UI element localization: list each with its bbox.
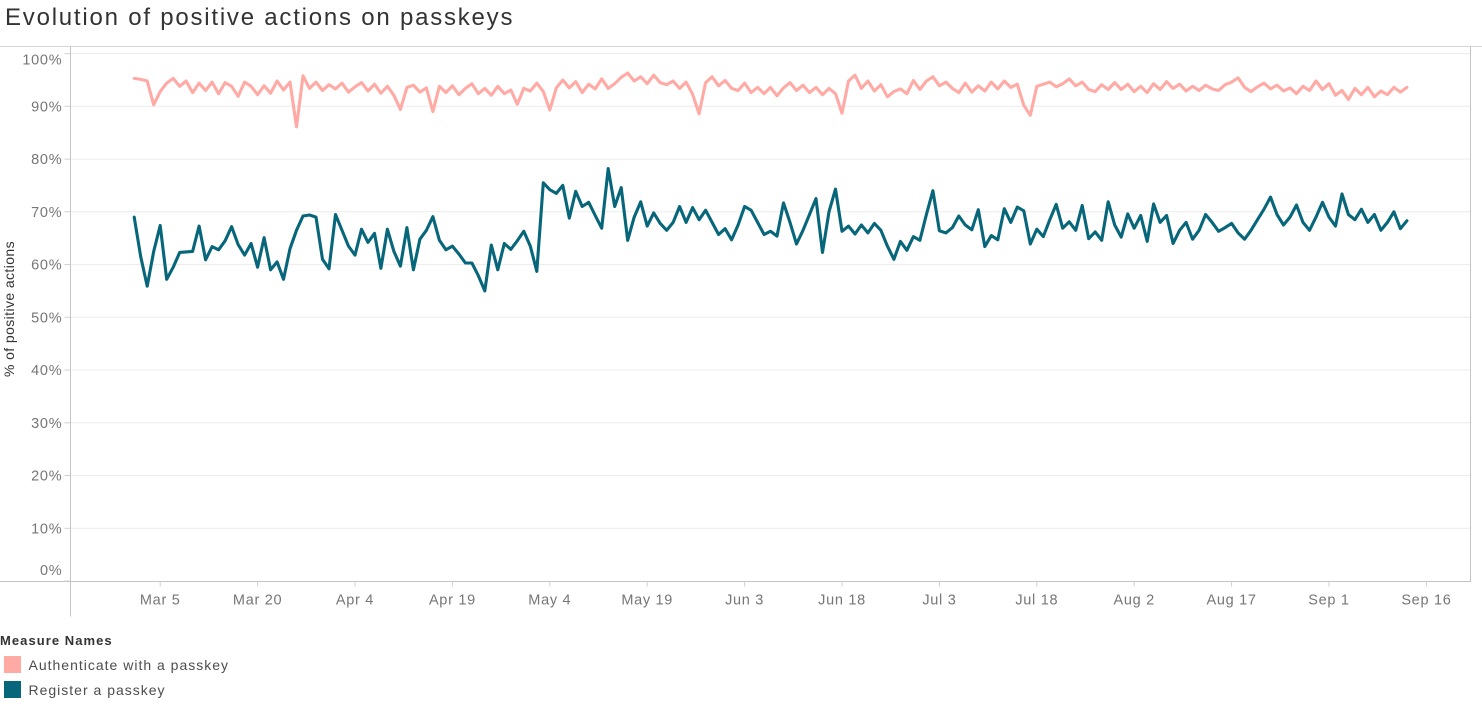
svg-text:May 4: May 4 bbox=[528, 593, 571, 609]
svg-text:Jun 18: Jun 18 bbox=[818, 593, 866, 609]
svg-text:Jun 3: Jun 3 bbox=[725, 593, 764, 609]
svg-text:Apr 19: Apr 19 bbox=[429, 593, 476, 609]
svg-text:% of positive actions: % of positive actions bbox=[1, 241, 17, 377]
svg-text:50%: 50% bbox=[31, 310, 62, 326]
svg-text:Jul 3: Jul 3 bbox=[922, 593, 956, 609]
svg-text:May 19: May 19 bbox=[621, 593, 673, 609]
svg-text:Aug 2: Aug 2 bbox=[1113, 593, 1154, 609]
svg-text:60%: 60% bbox=[31, 258, 62, 274]
svg-text:100%: 100% bbox=[22, 53, 62, 69]
svg-text:90%: 90% bbox=[31, 99, 62, 115]
svg-text:Sep 1: Sep 1 bbox=[1308, 593, 1349, 609]
svg-text:Aug 17: Aug 17 bbox=[1207, 593, 1257, 609]
svg-text:20%: 20% bbox=[31, 469, 62, 485]
svg-text:10%: 10% bbox=[31, 521, 62, 537]
svg-text:Mar 5: Mar 5 bbox=[140, 593, 181, 609]
svg-text:70%: 70% bbox=[31, 205, 62, 221]
svg-text:30%: 30% bbox=[31, 416, 62, 432]
svg-text:Jul 18: Jul 18 bbox=[1015, 593, 1058, 609]
svg-text:Sep 16: Sep 16 bbox=[1401, 593, 1451, 609]
svg-text:0%: 0% bbox=[40, 563, 62, 579]
svg-text:40%: 40% bbox=[31, 363, 62, 379]
svg-text:Apr 4: Apr 4 bbox=[336, 593, 374, 609]
svg-text:Mar 20: Mar 20 bbox=[233, 593, 282, 609]
svg-text:80%: 80% bbox=[31, 152, 62, 168]
